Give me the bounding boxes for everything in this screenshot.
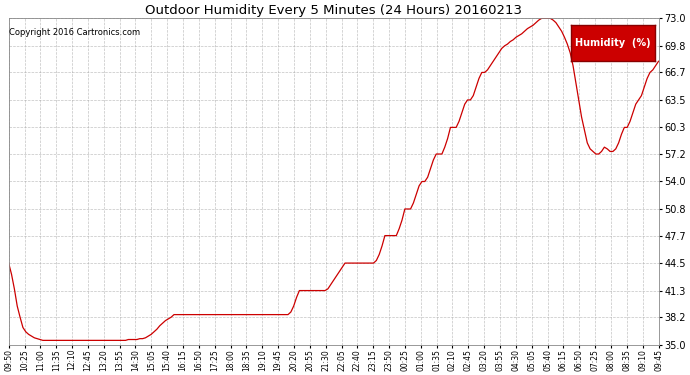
Text: Copyright 2016 Cartronics.com: Copyright 2016 Cartronics.com <box>10 28 141 37</box>
Title: Outdoor Humidity Every 5 Minutes (24 Hours) 20160213: Outdoor Humidity Every 5 Minutes (24 Hou… <box>145 4 522 17</box>
